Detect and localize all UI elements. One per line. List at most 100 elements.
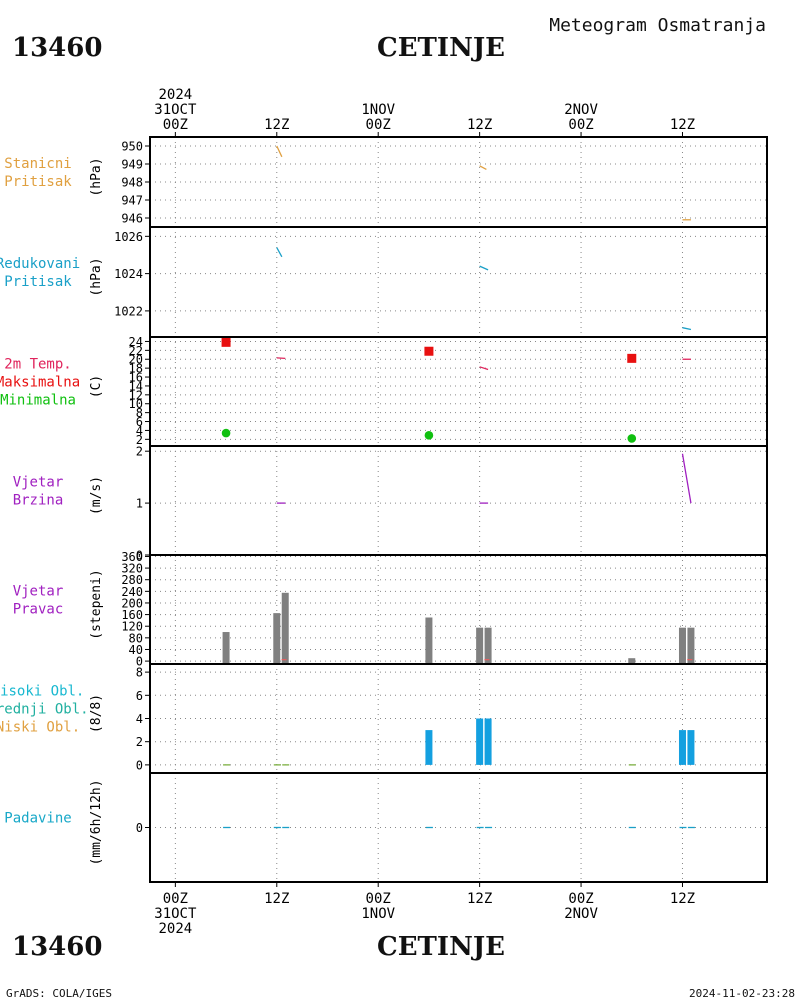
timestamp-text: 2024-11-02-23:28 [689, 987, 795, 1000]
reduced-pressure-segment [682, 327, 692, 331]
max-temp-marker [627, 353, 637, 363]
credit-text: GrADS: COLA/IGES [6, 987, 112, 1000]
x-tick-label-top: 12Z [467, 117, 492, 133]
y-tick-label: 949 [121, 158, 143, 172]
panel-frame [149, 554, 768, 665]
y-tick-label: 18 [129, 362, 143, 376]
panel-label: Minimalna [0, 393, 76, 409]
x-tick-label-bottom: 00Z [163, 891, 188, 907]
y-tick-label: 40 [129, 643, 143, 657]
panel-frame [149, 772, 768, 883]
station-name-top: CETINJE [377, 33, 505, 63]
panel-label: Redukovani [0, 256, 80, 272]
y-tick-label: 120 [121, 620, 143, 634]
y-tick-label: 2 [136, 735, 143, 749]
station-pressure-segment [276, 145, 283, 158]
axis-layer: 9469479489499501022102410262468101214161… [114, 87, 695, 937]
temp-2m-segment [479, 366, 489, 371]
y-tick-label: 946 [121, 212, 143, 226]
y-tick-label: 4 [136, 424, 143, 438]
panel-label: Pravac [13, 602, 64, 618]
y-tick-label: 10 [129, 397, 143, 411]
y-tick-label: 948 [121, 176, 143, 190]
panel-label: Vjetar [13, 584, 64, 600]
panel-unit-label: (8/8) [89, 694, 104, 733]
panel-unit-label: (hPa) [89, 157, 104, 196]
x-tick-label-top: 00Z [163, 117, 188, 133]
min-temp-marker [627, 434, 637, 443]
panel-unit-label: (hPa) [89, 257, 104, 296]
station-id-bottom: 13460 [12, 932, 102, 962]
x-tick-label-bottom: 1NOV [361, 906, 395, 922]
y-tick-label: 24 [129, 335, 143, 349]
y-tick-label: 14 [129, 379, 143, 393]
x-tick-label-bottom: 00Z [366, 891, 391, 907]
station-pressure-segment [479, 165, 487, 170]
grid-layer [150, 137, 767, 882]
x-tick-label-bottom: 12Z [264, 891, 289, 907]
panel-label: Pritisak [4, 174, 72, 190]
x-tick-label-bottom: 00Z [568, 891, 593, 907]
panel-frame [149, 136, 768, 228]
wind-direction-bar [273, 613, 281, 664]
y-tick-label: 1024 [114, 267, 143, 281]
panel-label: Stanicni [4, 156, 71, 172]
y-tick-label: 160 [121, 608, 143, 622]
panel-unit-label: (mm/6h/12h) [89, 779, 104, 865]
y-tick-label: 20 [129, 353, 143, 367]
y-tick-label: 1026 [114, 230, 143, 244]
y-tick-label: 200 [121, 596, 143, 610]
x-tick-label-top: 12Z [264, 117, 289, 133]
panel-label: Vjetar [13, 475, 64, 491]
max-temp-marker [424, 346, 434, 356]
x-tick-label-top: 2NOV [564, 102, 598, 118]
y-tick-label: 1 [136, 497, 143, 511]
panel-unit-label: (m/s) [89, 476, 104, 515]
y-tick-label: 1022 [114, 304, 143, 318]
y-tick-label: 8 [136, 666, 143, 680]
data-layer [221, 145, 695, 829]
y-tick-label: 80 [129, 631, 143, 645]
y-tick-label: 320 [121, 562, 143, 576]
x-tick-label-top: 31OCT [154, 102, 197, 118]
x-tick-label-bottom: 12Z [670, 891, 695, 907]
panel-frame [149, 663, 768, 774]
wind-direction-bar [476, 627, 484, 664]
x-tick-label-top: 00Z [568, 117, 593, 133]
y-tick-label: 12 [129, 388, 143, 402]
cloud-high-bar [476, 718, 484, 765]
y-tick-label: 16 [129, 371, 143, 385]
panel-frame [149, 336, 768, 447]
wind-direction-bar [678, 627, 686, 664]
y-tick-label: 240 [121, 585, 143, 599]
wind-direction-bar [687, 627, 695, 664]
station-name-bottom: CETINJE [377, 932, 505, 962]
y-tick-label: 6 [136, 689, 143, 703]
min-temp-marker [221, 428, 231, 438]
wind-direction-bar [628, 658, 636, 664]
wind-direction-bar [425, 617, 433, 664]
y-tick-label: 8 [136, 406, 143, 420]
y-tick-label: 2 [136, 445, 143, 459]
frame-layer [149, 136, 768, 883]
panel-label: Pritisak [4, 274, 72, 290]
panel-label: Niski Obl. [0, 720, 80, 736]
y-tick-label: 0 [136, 655, 143, 669]
panel-unit-label: (C) [89, 375, 104, 398]
y-tick-label: 6 [136, 415, 143, 429]
x-tick-label-bottom: 12Z [467, 891, 492, 907]
reduced-pressure-segment [276, 247, 283, 258]
cloud-high-bar [425, 730, 433, 765]
product-title: Meteogram Osmatranja [549, 15, 766, 36]
panel-frame [149, 226, 768, 338]
x-tick-label-top: 00Z [366, 117, 391, 133]
y-tick-label: 0 [136, 821, 143, 835]
max-temp-marker [221, 337, 231, 347]
cloud-high-bar [678, 730, 686, 765]
y-tick-label: 947 [121, 194, 143, 208]
x-tick-label-bottom: 2NOV [564, 906, 598, 922]
cloud-high-bar [484, 718, 492, 765]
label-layer: Stanicni Pritisak (hPa) Redukovani Pritisak (… [0, 156, 104, 866]
wind-direction-bar [281, 592, 289, 664]
